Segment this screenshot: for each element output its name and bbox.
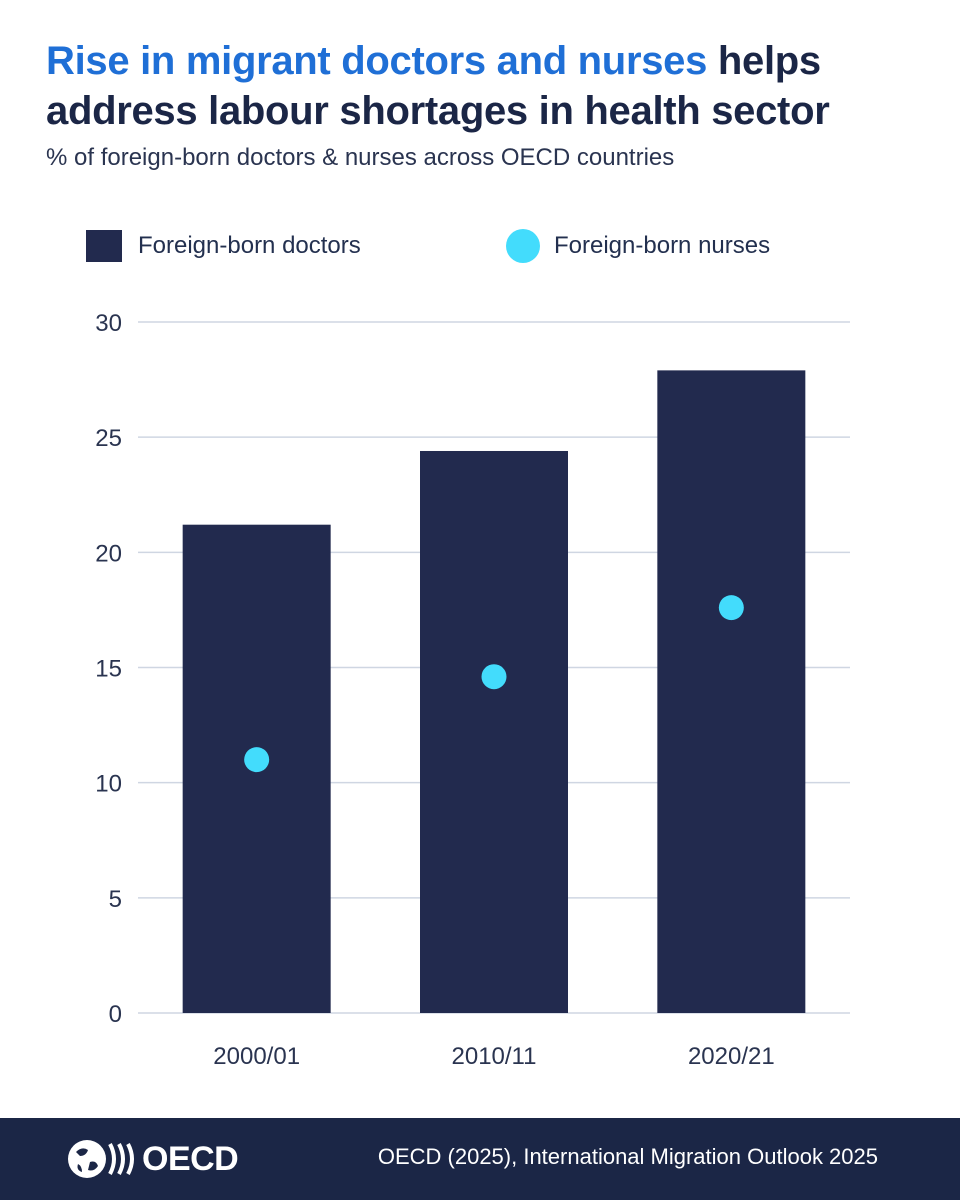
- legend-item-nurses: Foreign-born nurses: [506, 226, 770, 266]
- chart-subtitle: % of foreign-born doctors & nurses acros…: [46, 144, 675, 171]
- label-layer: 0 5 10 15 20 25 30 2000/01 2010/11 2020/21: [95, 310, 774, 1070]
- source-note: OECD (2025), International Migration Out…: [377, 1144, 878, 1169]
- bar-doctors-2020-21: [657, 370, 806, 1013]
- bar-chart: 0 5 10 15 20 25 30 2000/01 2010/11 2020/21: [95, 310, 850, 1070]
- y-tick-label: 15: [95, 656, 122, 683]
- legend-item-doctors: Foreign-born doctors: [86, 226, 361, 266]
- legend-swatch-nurses: [506, 229, 540, 263]
- y-tick-label: 25: [95, 425, 122, 452]
- chart-title: Rise in migrant doctors and nurses helps…: [46, 36, 926, 136]
- x-tick-label: 2000/01: [213, 1043, 300, 1070]
- title-rest: helps address labour shortages in health…: [46, 39, 830, 133]
- bar-doctors-2010-11: [420, 450, 568, 1013]
- legend: Foreign-born doctors Foreign-born nurses: [86, 226, 886, 266]
- dot-layer: [244, 595, 744, 773]
- dot-nurses-2010-11: [481, 664, 507, 690]
- oecd-logo-text: OECD: [142, 1139, 239, 1178]
- y-tick-label: 30: [95, 310, 122, 337]
- bar-layer: [182, 370, 806, 1013]
- legend-label-nurses: Foreign-born nurses: [554, 232, 771, 259]
- legend-label-doctors: Foreign-born doctors: [138, 232, 361, 259]
- x-tick-label: 2020/21: [688, 1043, 775, 1070]
- y-tick-label: 5: [109, 886, 122, 913]
- oecd-logo: OECD: [66, 1138, 239, 1180]
- footer: OECD OECD (2025), International Migratio…: [0, 1118, 960, 1200]
- legend-swatch-doctors: [86, 230, 122, 262]
- y-tick-label: 0: [109, 1001, 122, 1028]
- y-tick-label: 20: [95, 540, 122, 567]
- dot-nurses-2020-21: [718, 595, 744, 621]
- title-highlight: Rise in migrant doctors and nurses: [46, 39, 708, 83]
- oecd-globe-icon: [68, 1140, 134, 1178]
- y-tick-label: 10: [95, 771, 122, 798]
- x-tick-label: 2010/11: [452, 1043, 537, 1070]
- dot-nurses-2000-01: [244, 747, 270, 773]
